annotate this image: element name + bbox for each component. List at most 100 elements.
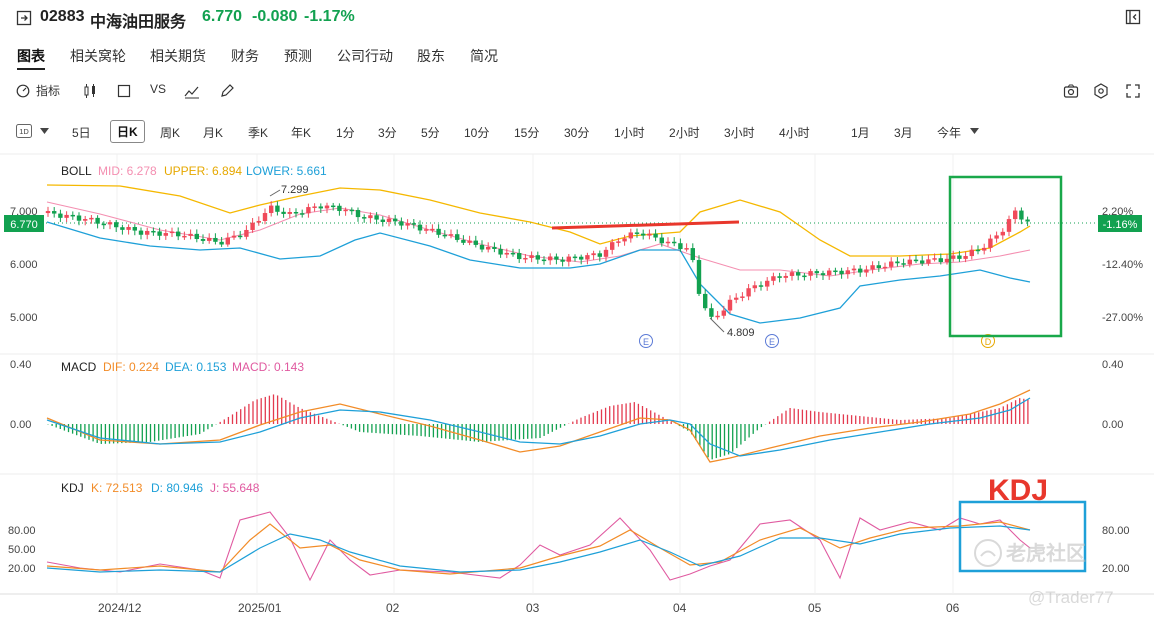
boll-mid-line [46, 201, 1031, 277]
candle-body [814, 271, 819, 274]
candle-body [969, 249, 974, 257]
candle-body [548, 256, 553, 261]
chevron-down-icon[interactable] [970, 128, 979, 134]
candle-body [529, 255, 534, 258]
collapse-panel-icon[interactable] [1125, 9, 1141, 25]
boll-upper-line [46, 184, 1031, 257]
candle-body [393, 218, 398, 222]
tab-financials[interactable]: 财务 [231, 48, 259, 64]
candle-body [380, 219, 385, 222]
fullscreen-icon[interactable] [1125, 83, 1141, 99]
event-marker-e[interactable]: E [765, 334, 779, 348]
exit-icon[interactable] [16, 10, 32, 26]
candle-body [467, 240, 472, 243]
candle-body [982, 247, 987, 251]
period-6[interactable]: 1分 [336, 126, 355, 140]
period-3[interactable]: 月K [203, 126, 224, 140]
period-14[interactable]: 3小时 [724, 126, 755, 140]
boll-lower-value: LOWER: 5.661 [246, 164, 327, 178]
tab-forecast[interactable]: 预测 [284, 48, 312, 64]
candle-body [368, 215, 373, 219]
kdj-d-line [46, 525, 1031, 573]
candle-body [70, 214, 75, 217]
boll-lower-line [46, 221, 1031, 324]
event-marker-e[interactable]: E [639, 334, 653, 348]
period-16[interactable]: 1月 [851, 126, 870, 140]
pencil-icon[interactable] [219, 83, 235, 99]
candle-body [771, 276, 776, 281]
kdj-y-label: 20.00 [8, 563, 36, 575]
tab-shareholders[interactable]: 股东 [417, 48, 445, 64]
candle-body [610, 242, 615, 250]
period-17[interactable]: 3月 [894, 126, 913, 140]
candle-body [920, 260, 925, 264]
macd-dea-line [46, 397, 1031, 457]
period-15[interactable]: 4小时 [779, 126, 810, 140]
candle-body [250, 222, 255, 230]
candle-body [901, 263, 906, 265]
period-12[interactable]: 1小时 [614, 126, 645, 140]
period-2[interactable]: 周K [160, 126, 181, 140]
candle-body [944, 258, 950, 263]
square-icon[interactable] [117, 84, 131, 98]
candle-body [225, 237, 230, 245]
gauge-icon[interactable] [16, 84, 30, 98]
period-type-badge-icon[interactable]: 1D [16, 124, 32, 138]
stock-chart[interactable]: BOLL MID: 6.278 UPPER: 6.894 LOWER: 5.66… [0, 142, 1154, 622]
stock-name: 中海油田服务 [90, 14, 187, 31]
tab-warrants[interactable]: 相关窝轮 [70, 48, 126, 64]
period-9[interactable]: 10分 [464, 126, 490, 140]
period-7[interactable]: 3分 [378, 126, 397, 140]
candle-body [783, 275, 788, 278]
period-13[interactable]: 2小时 [669, 126, 700, 140]
candle-body [988, 238, 993, 248]
candle-body [659, 237, 664, 244]
settings-icon[interactable] [1093, 83, 1109, 99]
candle-body [535, 255, 540, 260]
candle-body [870, 265, 875, 270]
trend-line[interactable] [551, 220, 740, 230]
candle-body [951, 255, 956, 259]
tab-futures[interactable]: 相关期货 [150, 48, 206, 64]
candle-body [684, 248, 689, 250]
period-5[interactable]: 年K [291, 126, 312, 140]
candlestick-icon[interactable] [82, 83, 98, 99]
candle-body [1025, 219, 1030, 222]
price-change-pct: -1.17% [304, 8, 355, 25]
period-4[interactable]: 季K [248, 126, 269, 140]
candle-body [690, 248, 695, 261]
tiger-logo-icon [974, 539, 1002, 567]
indicator-button[interactable]: 指标 [36, 84, 61, 98]
price-change: -0.080 [252, 8, 298, 25]
tab-corporate-actions[interactable]: 公司行动 [337, 48, 393, 64]
high-leader-line [269, 189, 281, 197]
watermark-brand: 老虎社区 [1006, 541, 1086, 565]
compare-button[interactable]: VS [150, 82, 167, 96]
boll-y-label: 5.000 [10, 312, 38, 324]
chevron-down-icon[interactable] [40, 128, 49, 134]
candle-body [417, 224, 423, 231]
period-10[interactable]: 15分 [514, 126, 540, 140]
tab-chart[interactable]: 图表 [17, 48, 45, 64]
period-8[interactable]: 5分 [421, 126, 440, 140]
macd-dif-line [46, 389, 1031, 463]
candle-body [665, 241, 671, 244]
candle-body [436, 228, 441, 235]
candle-body [597, 253, 602, 257]
event-marker-d[interactable]: D [981, 334, 995, 348]
candle-body [76, 215, 82, 221]
kdj-k-line [46, 521, 1031, 575]
period-18[interactable]: 今年 [937, 126, 962, 140]
candle-body [907, 259, 912, 265]
vertical-grid [116, 154, 954, 594]
period-1[interactable]: 日K [110, 120, 145, 143]
camera-icon[interactable] [1063, 83, 1079, 99]
boll-y-label: 6.000 [10, 259, 38, 271]
period-0[interactable]: 5日 [72, 126, 91, 140]
period-11[interactable]: 30分 [564, 126, 590, 140]
candle-body [498, 248, 503, 255]
tab-profile[interactable]: 简况 [470, 48, 498, 64]
candle-body [938, 258, 943, 263]
draw-line-icon[interactable] [184, 83, 200, 99]
candle-body [882, 266, 888, 269]
